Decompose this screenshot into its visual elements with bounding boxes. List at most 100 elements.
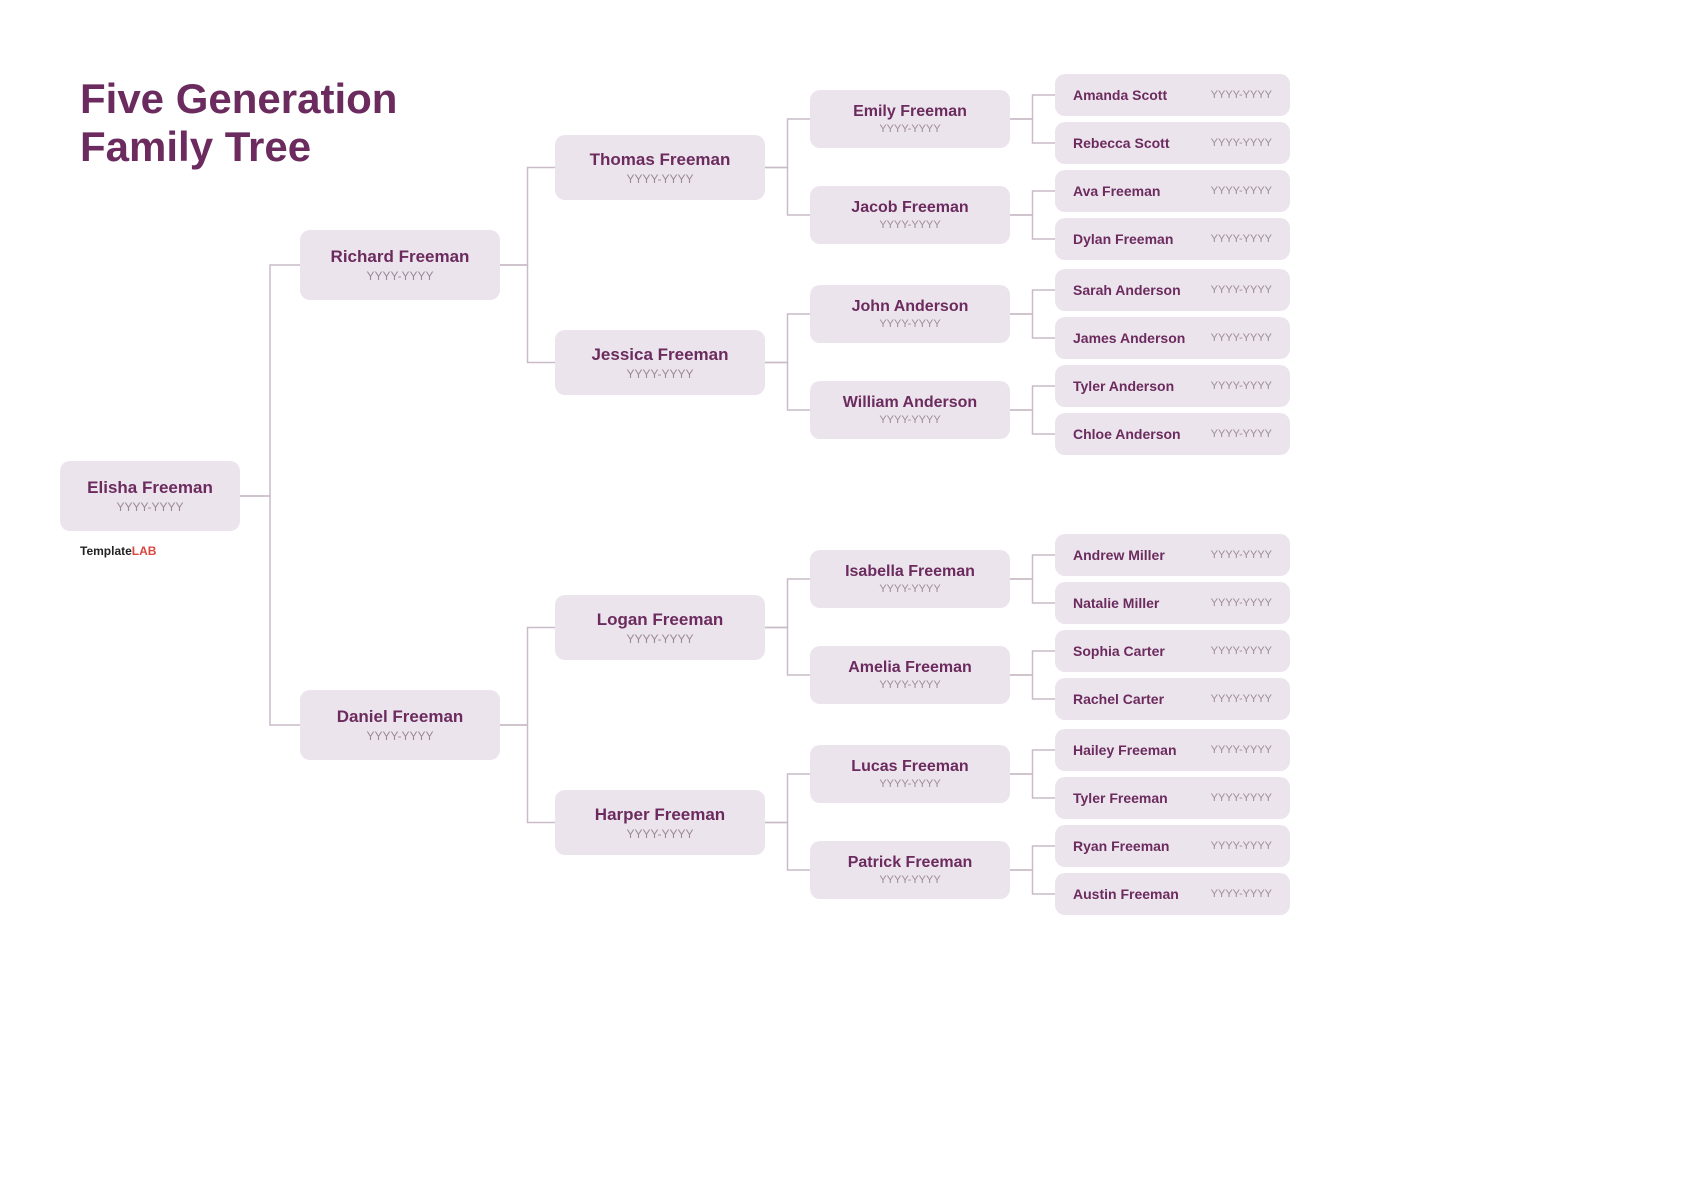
connector bbox=[1010, 410, 1055, 434]
tree-node: Lucas FreemanYYYY-YYYY bbox=[810, 745, 1010, 803]
connector bbox=[1010, 314, 1055, 338]
tree-node: Richard Freeman YYYY-YYYY bbox=[300, 230, 500, 300]
person-name: John Anderson bbox=[852, 298, 969, 316]
person-name: Thomas Freeman bbox=[590, 150, 731, 170]
tree-node: Jacob Freeman YYYY-YYYY bbox=[810, 186, 1010, 244]
connector bbox=[765, 823, 810, 871]
person-dates: YYYY-YYYY bbox=[1211, 549, 1272, 561]
person-name: Richard Freeman bbox=[331, 247, 470, 267]
person-name: Emily Freeman bbox=[853, 103, 967, 121]
person-name: Dylan Freeman bbox=[1073, 231, 1173, 247]
connector bbox=[1010, 95, 1055, 119]
connector bbox=[765, 774, 810, 823]
person-dates: YYYY-YYYY bbox=[627, 632, 694, 646]
person-dates: YYYY-YYYY bbox=[1211, 380, 1272, 392]
person-dates: YYYY-YYYY bbox=[879, 219, 940, 231]
tree-node: Rebecca Scott YYYY-YYYY bbox=[1055, 122, 1290, 164]
tree-node: Ava FreemanYYYY-YYYY bbox=[1055, 170, 1290, 212]
tree-node: Sarah AndersonYYYY-YYYY bbox=[1055, 269, 1290, 311]
connector bbox=[1010, 774, 1055, 798]
person-name: Chloe Anderson bbox=[1073, 426, 1181, 442]
tree-node: Elisha FreemanYYYY-YYYY bbox=[60, 461, 240, 531]
person-name: Ava Freeman bbox=[1073, 183, 1160, 199]
connector bbox=[765, 168, 810, 216]
person-name: Patrick Freeman bbox=[848, 854, 973, 872]
person-dates: YYYY-YYYY bbox=[1211, 744, 1272, 756]
person-dates: YYYY-YYYY bbox=[1211, 89, 1272, 101]
watermark-part-1: Template bbox=[80, 544, 132, 558]
watermark-part-2: LAB bbox=[132, 544, 157, 558]
person-name: Daniel Freeman bbox=[337, 707, 464, 727]
person-dates: YYYY-YYYY bbox=[1211, 137, 1272, 149]
connector bbox=[1010, 386, 1055, 410]
person-dates: YYYY-YYYY bbox=[367, 269, 434, 283]
tree-node: Amanda Scott YYYY-YYYY bbox=[1055, 74, 1290, 116]
connector bbox=[1010, 579, 1055, 603]
person-dates: YYYY-YYYY bbox=[1211, 792, 1272, 804]
connector bbox=[765, 314, 810, 363]
connector bbox=[240, 496, 300, 725]
person-name: Rachel Carter bbox=[1073, 691, 1164, 707]
person-name: Austin Freeman bbox=[1073, 886, 1179, 902]
person-dates: YYYY-YYYY bbox=[1211, 428, 1272, 440]
person-dates: YYYY-YYYY bbox=[879, 318, 940, 330]
tree-node: Natalie Miller YYYY-YYYY bbox=[1055, 582, 1290, 624]
tree-node: Rachel Carter YYYY-YYYY bbox=[1055, 678, 1290, 720]
person-dates: YYYY-YYYY bbox=[1211, 645, 1272, 657]
person-name: Isabella Freeman bbox=[845, 563, 975, 581]
connector bbox=[1010, 555, 1055, 579]
person-name: Harper Freeman bbox=[595, 805, 725, 825]
connector bbox=[1010, 750, 1055, 774]
tree-node: Tyler Anderson YYYY-YYYY bbox=[1055, 365, 1290, 407]
person-dates: YYYY-YYYY bbox=[879, 583, 940, 595]
tree-node: Harper Freeman YYYY-YYYY bbox=[555, 790, 765, 855]
connector bbox=[240, 265, 300, 496]
tree-node: William Anderson YYYY-YYYY bbox=[810, 381, 1010, 439]
person-dates: YYYY-YYYY bbox=[879, 778, 940, 790]
person-dates: YYYY-YYYY bbox=[627, 827, 694, 841]
connector bbox=[500, 265, 555, 363]
connector bbox=[1010, 870, 1055, 894]
person-dates: YYYY-YYYY bbox=[879, 679, 940, 691]
person-name: Logan Freeman bbox=[597, 610, 724, 630]
person-name: Natalie Miller bbox=[1073, 595, 1159, 611]
person-dates: YYYY-YYYY bbox=[1211, 693, 1272, 705]
connector bbox=[765, 628, 810, 676]
tree-node: Jessica FreemanYYYY-YYYY bbox=[555, 330, 765, 395]
person-name: Andrew Miller bbox=[1073, 547, 1165, 563]
person-name: Tyler Anderson bbox=[1073, 378, 1174, 394]
person-dates: YYYY-YYYY bbox=[879, 874, 940, 886]
person-dates: YYYY-YYYY bbox=[879, 414, 940, 426]
connector bbox=[765, 363, 810, 411]
title-line-1: Five Generation bbox=[80, 75, 397, 122]
connector bbox=[1010, 846, 1055, 870]
tree-node: Isabella Freeman YYYY-YYYY bbox=[810, 550, 1010, 608]
person-dates: YYYY-YYYY bbox=[1211, 284, 1272, 296]
person-dates: YYYY-YYYY bbox=[1211, 597, 1272, 609]
person-name: Amanda Scott bbox=[1073, 87, 1167, 103]
person-dates: YYYY-YYYY bbox=[367, 729, 434, 743]
tree-node: Daniel Freeman YYYY-YYYY bbox=[300, 690, 500, 760]
tree-node: Tyler FreemanYYYY-YYYY bbox=[1055, 777, 1290, 819]
tree-node: Chloe Anderson YYYY-YYYY bbox=[1055, 413, 1290, 455]
connector bbox=[1010, 675, 1055, 699]
person-dates: YYYY-YYYY bbox=[1211, 840, 1272, 852]
tree-node: Logan Freeman YYYY-YYYY bbox=[555, 595, 765, 660]
person-name: Amelia Freeman bbox=[848, 659, 972, 677]
connector bbox=[500, 628, 555, 726]
tree-node: Andrew Miller YYYY-YYYY bbox=[1055, 534, 1290, 576]
person-dates: YYYY-YYYY bbox=[627, 172, 694, 186]
person-name: Rebecca Scott bbox=[1073, 135, 1169, 151]
person-dates: YYYY-YYYY bbox=[1211, 233, 1272, 245]
person-name: Sophia Carter bbox=[1073, 643, 1165, 659]
person-name: Ryan Freeman bbox=[1073, 838, 1169, 854]
tree-node: Hailey FreemanYYYY-YYYY bbox=[1055, 729, 1290, 771]
person-name: James Anderson bbox=[1073, 330, 1185, 346]
tree-node: Thomas Freeman YYYY-YYYY bbox=[555, 135, 765, 200]
tree-node: Sophia Carter YYYY-YYYY bbox=[1055, 630, 1290, 672]
person-name: Jacob Freeman bbox=[851, 199, 968, 217]
tree-node: Ryan Freeman YYYY-YYYY bbox=[1055, 825, 1290, 867]
person-dates: YYYY-YYYY bbox=[1211, 888, 1272, 900]
person-name: William Anderson bbox=[843, 394, 977, 412]
person-dates: YYYY-YYYY bbox=[1211, 332, 1272, 344]
